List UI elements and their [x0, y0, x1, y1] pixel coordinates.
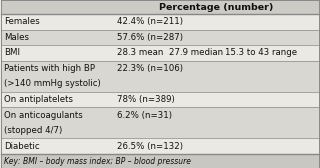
Bar [1, 45, 319, 61]
Text: 22.3% (n=106): 22.3% (n=106) [117, 64, 183, 73]
Bar [1, 14, 319, 30]
Text: 26.5% (n=132): 26.5% (n=132) [117, 142, 183, 151]
Text: (>140 mmHg systolic): (>140 mmHg systolic) [4, 79, 101, 89]
Bar [1, 138, 319, 154]
Bar [1, 61, 319, 92]
Text: 42.4% (n=211): 42.4% (n=211) [117, 17, 183, 26]
Text: 6.2% (n=31): 6.2% (n=31) [117, 111, 172, 120]
Text: Percentage (number): Percentage (number) [159, 3, 274, 11]
Text: On antiplatelets: On antiplatelets [4, 95, 73, 104]
Text: On anticoagulants: On anticoagulants [4, 111, 83, 120]
Text: 28.3 mean: 28.3 mean [117, 48, 163, 57]
Text: 15.3 to 43 range: 15.3 to 43 range [225, 48, 297, 57]
Bar [1, 0, 319, 14]
Text: Females: Females [4, 17, 40, 26]
Bar [1, 154, 319, 168]
Text: Key: BMI – body mass index; BP – blood pressure: Key: BMI – body mass index; BP – blood p… [4, 157, 191, 165]
Text: BMI: BMI [4, 48, 20, 57]
Text: (stopped 4/7): (stopped 4/7) [4, 126, 62, 135]
Text: 78% (n=389): 78% (n=389) [117, 95, 175, 104]
Bar [1, 30, 319, 45]
Bar [1, 92, 319, 107]
Bar [1, 107, 319, 138]
Text: Diabetic: Diabetic [4, 142, 40, 151]
Text: Patients with high BP: Patients with high BP [4, 64, 95, 73]
Text: 57.6% (n=287): 57.6% (n=287) [117, 33, 183, 42]
Text: Males: Males [4, 33, 29, 42]
Text: 27.9 median: 27.9 median [169, 48, 223, 57]
